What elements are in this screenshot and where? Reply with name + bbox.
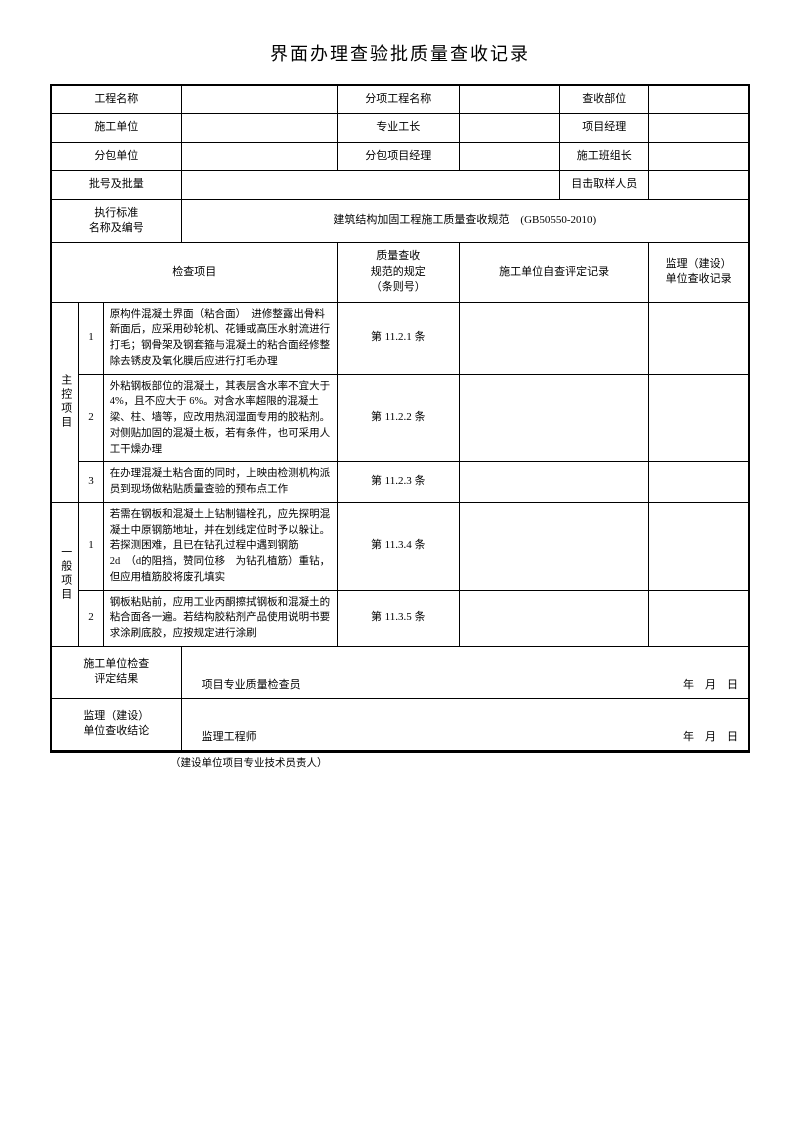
- header-row-2: 施工单位 专业工长 项目经理: [51, 114, 749, 142]
- value-sampler: [649, 171, 749, 199]
- col-check-item: 检查项目: [51, 243, 337, 302]
- item-self: [459, 302, 648, 374]
- item-sup: [649, 462, 749, 503]
- item-sup: [649, 302, 749, 374]
- column-header-row: 检查项目 质量查收 规范的规定 （条则号） 施工单位自查评定记录 监理（建设） …: [51, 243, 749, 302]
- item-desc: 在办理混凝土粘合面的同时，上映由检测机构派员到现场做粘贴质量查验的预布点工作: [103, 462, 337, 503]
- item-no: 2: [79, 590, 103, 646]
- sig-date: 年 月 日: [683, 678, 738, 693]
- item-sup: [649, 502, 749, 590]
- label-sampler: 目击取样人员: [560, 171, 649, 199]
- label-foreman: 专业工长: [337, 114, 459, 142]
- sig-supervisor-label: 监理工程师: [202, 730, 257, 745]
- header-row-5: 执行标准 名称及编号 建筑结构加固工程施工质量查收规范 (GB50550-201…: [51, 199, 749, 243]
- item-self: [459, 590, 648, 646]
- label-subitem: 分项工程名称: [337, 85, 459, 114]
- item-desc: 若需在钢板和混凝土上钻制锚栓孔，应先探明混凝土中原钢筋地址，并在划线定位时予以躲…: [103, 502, 337, 590]
- label-batch: 批号及批量: [51, 171, 181, 199]
- item-desc: 外粘钢板部位的混凝土，其表层含水率不宜大于 4%，且不应大于 6%。对含水率超限…: [103, 374, 337, 462]
- item-row: 主控项目 1 原构件混凝土界面（粘合面） 进修整露出骨料新面后，应采用砂轮机、花…: [51, 302, 749, 374]
- item-sup: [649, 374, 749, 462]
- label-subcontractor: 分包单位: [51, 142, 181, 170]
- item-desc: 原构件混凝土界面（粘合面） 进修整露出骨料新面后，应采用砂轮机、花锤或高压水射流…: [103, 302, 337, 374]
- signature-row-2: 监理（建设） 单位查收结论 监理工程师 年 月 日: [51, 698, 749, 750]
- col-supervisor: 监理（建设） 单位查收记录: [649, 243, 749, 302]
- item-clause: 第 11.2.2 条: [337, 374, 459, 462]
- col-self-check: 施工单位自查评定记录: [459, 243, 648, 302]
- value-subcontractor: [181, 142, 337, 170]
- value-batch: [181, 171, 560, 199]
- supervisor-result-cell: 监理工程师 年 月 日: [181, 698, 749, 750]
- label-contractor: 施工单位: [51, 114, 181, 142]
- item-row: 3 在办理混凝土粘合面的同时，上映由检测机构派员到现场做粘贴质量查验的预布点工作…: [51, 462, 749, 503]
- value-project-name: [181, 85, 337, 114]
- item-self: [459, 502, 648, 590]
- header-row-4: 批号及批量 目击取样人员: [51, 171, 749, 199]
- value-standard: 建筑结构加固工程施工质量查收规范 (GB50550-2010): [181, 199, 749, 243]
- item-self: [459, 374, 648, 462]
- footer-note: （建设单位项目专业技术员责人）: [170, 755, 750, 770]
- inspection-table: 工程名称 分项工程名称 查收部位 施工单位 专业工长 项目经理 分包单位 分包项…: [50, 84, 750, 753]
- group-main: 主控项目: [51, 302, 79, 502]
- item-no: 1: [79, 502, 103, 590]
- item-row: 一般项目 1 若需在钢板和混凝土上钻制锚栓孔，应先探明混凝土中原钢筋地址，并在划…: [51, 502, 749, 590]
- sig-date: 年 月 日: [683, 730, 738, 745]
- label-accept-part: 查收部位: [560, 85, 649, 114]
- signature-row-1: 施工单位检查 评定结果 项目专业质量检查员 年 月 日: [51, 646, 749, 698]
- item-self: [459, 462, 648, 503]
- item-row: 2 钢板粘贴前，应用工业丙酮擦拭钢板和混凝土的粘合面各一遍。若结构胶粘剂产品使用…: [51, 590, 749, 646]
- group-general: 一般项目: [51, 502, 79, 646]
- item-desc: 钢板粘贴前，应用工业丙酮擦拭钢板和混凝土的粘合面各一遍。若结构胶粘剂产品使用说明…: [103, 590, 337, 646]
- header-row-1: 工程名称 分项工程名称 查收部位: [51, 85, 749, 114]
- label-standard: 执行标准 名称及编号: [51, 199, 181, 243]
- item-no: 2: [79, 374, 103, 462]
- item-no: 3: [79, 462, 103, 503]
- page-title: 界面办理查验批质量查收记录: [50, 40, 750, 66]
- item-clause: 第 11.2.3 条: [337, 462, 459, 503]
- value-team-leader: [649, 142, 749, 170]
- label-supervisor-result: 监理（建设） 单位查收结论: [51, 698, 181, 750]
- item-clause: 第 11.2.1 条: [337, 302, 459, 374]
- col-clause: 质量查收 规范的规定 （条则号）: [337, 243, 459, 302]
- item-no: 1: [79, 302, 103, 374]
- label-project-name: 工程名称: [51, 85, 181, 114]
- item-row: 2 外粘钢板部位的混凝土，其表层含水率不宜大于 4%，且不应大于 6%。对含水率…: [51, 374, 749, 462]
- sig-inspector-label: 项目专业质量检查员: [202, 678, 301, 693]
- value-sub-pm: [459, 142, 559, 170]
- label-contractor-result: 施工单位检查 评定结果: [51, 646, 181, 698]
- header-row-3: 分包单位 分包项目经理 施工班组长: [51, 142, 749, 170]
- label-sub-pm: 分包项目经理: [337, 142, 459, 170]
- value-contractor: [181, 114, 337, 142]
- label-team-leader: 施工班组长: [560, 142, 649, 170]
- item-clause: 第 11.3.5 条: [337, 590, 459, 646]
- value-subitem: [459, 85, 559, 114]
- value-pm: [649, 114, 749, 142]
- contractor-result-cell: 项目专业质量检查员 年 月 日: [181, 646, 749, 698]
- value-accept-part: [649, 85, 749, 114]
- item-sup: [649, 590, 749, 646]
- value-foreman: [459, 114, 559, 142]
- label-pm: 项目经理: [560, 114, 649, 142]
